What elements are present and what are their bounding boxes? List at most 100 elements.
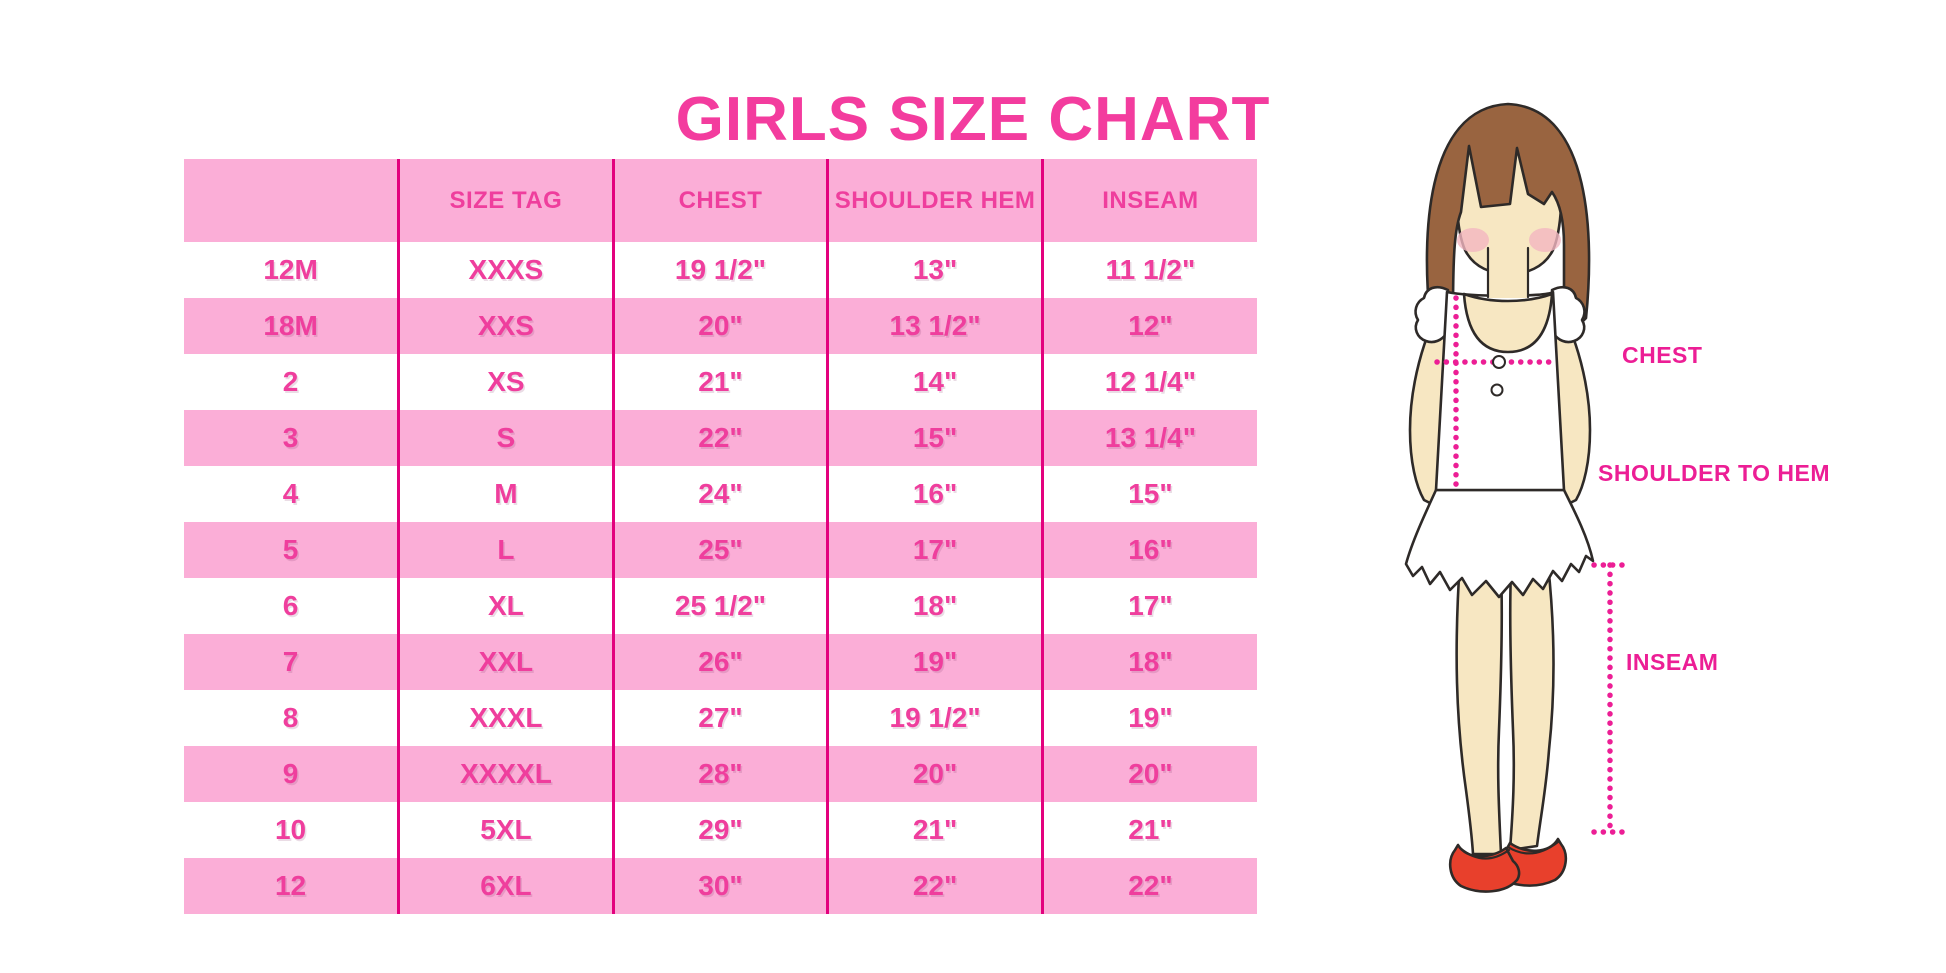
blush-left <box>1457 228 1489 252</box>
table-cell: 14" <box>826 354 1043 410</box>
table-cell: 29" <box>611 802 828 858</box>
left-leg <box>1455 558 1504 856</box>
table-cell: 19" <box>826 634 1043 690</box>
table-cell: 27" <box>611 690 828 746</box>
table-cell: 6 <box>282 590 299 621</box>
table-cell: 21" <box>826 802 1043 858</box>
column-header: CHEST <box>611 159 828 242</box>
table-cell: XS <box>397 354 614 410</box>
size-table-header: SIZE TAG CHEST SHOULDER HEM INSEAM <box>184 159 1257 242</box>
size-table-body: 12M XXXS 19 1/2" 13" 11 1/2" 18M XXS 20" 13 1/2"… <box>184 242 1257 914</box>
left-shoe <box>1448 843 1521 893</box>
neckline-skin <box>1462 292 1554 354</box>
table-cell: 19 1/2" <box>826 690 1043 746</box>
table-cell: XXS <box>397 298 614 354</box>
table-row: 18M XXS 20" 13 1/2" 12" <box>184 298 1257 354</box>
table-cell: 13" <box>826 242 1043 298</box>
left-ruffle <box>1414 285 1450 344</box>
table-cell: 16" <box>1040 522 1257 578</box>
shoulder-to-hem-measurement-label: SHOULDER TO HEM <box>1598 460 1830 486</box>
table-cell: 21" <box>1040 802 1257 858</box>
table-row: 5 L 25" 17" 16" <box>184 522 1257 578</box>
table-cell: 15" <box>826 410 1043 466</box>
table-cell: 9 <box>282 758 299 789</box>
bottom-button <box>1490 383 1504 397</box>
table-cell: 26" <box>611 634 828 690</box>
right-shoe-strap <box>1506 840 1560 855</box>
neck-outline <box>1486 246 1530 299</box>
girl-illustration <box>1404 102 1627 893</box>
left-shoe-strap <box>1458 846 1511 860</box>
table-cell: 12M <box>263 254 318 285</box>
table-row: 9 XXXXL 28" 20" 20" <box>184 746 1257 802</box>
table-cell: 28" <box>611 746 828 802</box>
neck-shape <box>1488 246 1528 298</box>
girls-size-table: SIZE TAG CHEST SHOULDER HEM INSEAM 12M XXXS 1… <box>184 159 1257 914</box>
table-cell: XXXL <box>397 690 614 746</box>
table-cell: 13 1/4" <box>1040 410 1257 466</box>
table-row: 6 XL 25 1/2" 18" 17" <box>184 578 1257 634</box>
table-cell: 18" <box>1040 634 1257 690</box>
table-row: 2 XS 21" 14" 12 1/4" <box>184 354 1257 410</box>
table-cell: 4 <box>282 478 299 509</box>
table-cell: 5 <box>282 534 299 565</box>
inseam-measurement-label: INSEAM <box>1626 649 1719 675</box>
column-header <box>184 159 399 242</box>
table-row: 3 S 22" 15" 13 1/4" <box>184 410 1257 466</box>
right-leg <box>1508 562 1555 852</box>
table-cell: XXXS <box>397 242 614 298</box>
table-cell: 3 <box>282 422 299 453</box>
table-row: 10 5XL 29" 21" 21" <box>184 802 1257 858</box>
table-cell: 20" <box>826 746 1043 802</box>
table-cell: 2 <box>282 366 299 397</box>
table-cell: M <box>397 466 614 522</box>
skirt-shape <box>1404 488 1595 599</box>
page-title: GIRLS SIZE CHART <box>675 84 1271 154</box>
table-cell: 21" <box>611 354 828 410</box>
table-cell: 11 1/2" <box>1040 242 1257 298</box>
table-cell: 13 1/2" <box>826 298 1043 354</box>
table-cell: XXXXL <box>397 746 614 802</box>
table-cell: L <box>397 522 614 578</box>
table-cell: 20" <box>1040 746 1257 802</box>
right-ruffle <box>1550 285 1586 344</box>
table-cell: 12 1/4" <box>1040 354 1257 410</box>
table-cell: 10 <box>274 814 307 845</box>
top-button <box>1492 355 1506 369</box>
table-cell: 22" <box>826 858 1043 914</box>
table-cell: 25" <box>611 522 828 578</box>
table-cell: 24" <box>611 466 828 522</box>
table-cell: 25 1/2" <box>611 578 828 634</box>
table-cell: 18M <box>263 310 318 341</box>
table-cell: 17" <box>1040 578 1257 634</box>
table-cell: 15" <box>1040 466 1257 522</box>
table-cell: 12 <box>274 870 307 901</box>
table-cell: 7 <box>282 646 299 677</box>
column-header: SIZE TAG <box>397 159 614 242</box>
table-cell: S <box>397 410 614 466</box>
table-cell: 19 1/2" <box>611 242 828 298</box>
table-cell: 30" <box>611 858 828 914</box>
chest-measurement-label: CHEST <box>1622 342 1703 368</box>
table-row: 12 6XL 30" 22" 22" <box>184 858 1257 914</box>
table-row: 12M XXXS 19 1/2" 13" 11 1/2" <box>184 242 1257 298</box>
table-cell: 12" <box>1040 298 1257 354</box>
table-cell: XXL <box>397 634 614 690</box>
table-cell: 20" <box>611 298 828 354</box>
table-cell: 8 <box>282 702 299 733</box>
table-cell: 22" <box>1040 858 1257 914</box>
table-row: 4 M 24" 16" 15" <box>184 466 1257 522</box>
table-cell: 18" <box>826 578 1043 634</box>
header-row: SIZE TAG CHEST SHOULDER HEM INSEAM <box>184 159 1257 242</box>
table-cell: 17" <box>826 522 1043 578</box>
column-header: SHOULDER HEM <box>826 159 1043 242</box>
table-cell: 16" <box>826 466 1043 522</box>
blush-right <box>1529 228 1561 252</box>
table-cell: 5XL <box>397 802 614 858</box>
table-cell: XL <box>397 578 614 634</box>
table-row: 7 XXL 26" 19" 18" <box>184 634 1257 690</box>
column-header: INSEAM <box>1040 159 1257 242</box>
table-cell: 22" <box>611 410 828 466</box>
table-row: 8 XXXL 27" 19 1/2" 19" <box>184 690 1257 746</box>
table-cell: 19" <box>1040 690 1257 746</box>
